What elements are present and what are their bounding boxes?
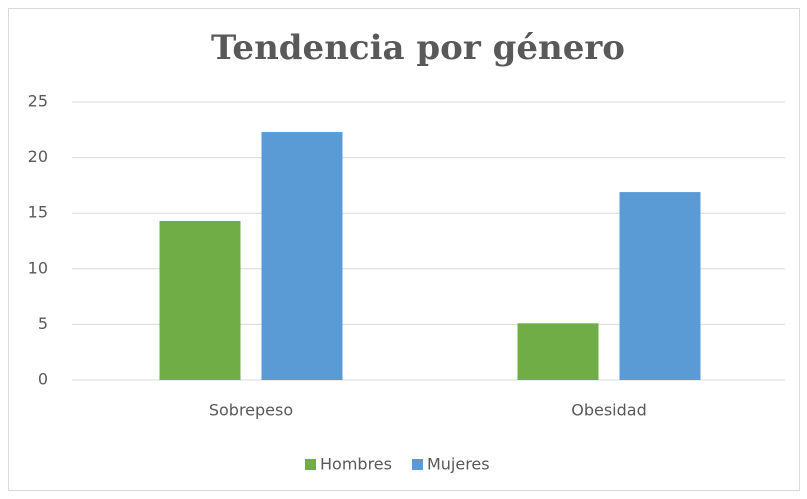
y-tick-label: 5 bbox=[38, 314, 48, 333]
legend-label: Hombres bbox=[320, 455, 392, 474]
y-tick-label: 10 bbox=[28, 258, 48, 277]
y-tick-label: 25 bbox=[28, 92, 48, 111]
y-tick-label: 15 bbox=[28, 203, 48, 222]
y-tick-label: 20 bbox=[28, 147, 48, 166]
bar bbox=[619, 192, 701, 380]
bar bbox=[517, 323, 599, 380]
chart-title: Tendencia por género bbox=[211, 28, 625, 68]
bar bbox=[159, 220, 241, 380]
x-tick-label: Sobrepeso bbox=[209, 401, 293, 420]
bar bbox=[261, 132, 343, 380]
legend-swatch bbox=[305, 459, 316, 470]
y-tick-label: 0 bbox=[38, 370, 48, 389]
x-tick-label: Obesidad bbox=[571, 401, 647, 420]
legend-swatch bbox=[411, 459, 423, 470]
legend-label: Mujeres bbox=[427, 455, 490, 474]
